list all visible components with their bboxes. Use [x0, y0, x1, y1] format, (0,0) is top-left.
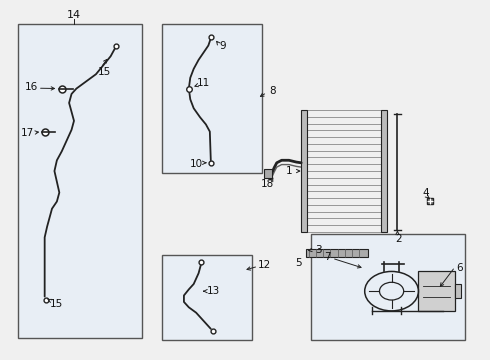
Text: 3: 3 [315, 245, 321, 255]
Text: 8: 8 [270, 86, 276, 96]
Bar [455, 284, 461, 298]
Text: 7: 7 [324, 252, 330, 262]
Text: 16: 16 [24, 82, 38, 93]
Bar [381, 110, 387, 232]
Text: 4: 4 [422, 188, 429, 198]
Text: 11: 11 [197, 78, 210, 88]
Text: 9: 9 [220, 41, 226, 50]
Text: 13: 13 [207, 286, 220, 296]
Bar [18, 24, 143, 338]
Bar [311, 234, 465, 339]
Text: 1: 1 [286, 166, 293, 176]
Text: 18: 18 [260, 179, 273, 189]
Text: 14: 14 [67, 10, 81, 20]
Text: 10: 10 [190, 159, 203, 169]
Bar [264, 169, 272, 178]
Bar [162, 255, 252, 339]
Text: 17: 17 [21, 129, 34, 138]
Text: 2: 2 [395, 234, 402, 244]
Text: 15: 15 [98, 67, 111, 77]
Bar [162, 24, 262, 173]
Bar [306, 249, 368, 257]
Text: 6: 6 [457, 263, 464, 273]
Bar [301, 110, 307, 232]
Text: 15: 15 [50, 299, 64, 309]
Text: 12: 12 [258, 260, 271, 270]
Bar [418, 271, 455, 311]
Text: 5: 5 [295, 258, 302, 269]
